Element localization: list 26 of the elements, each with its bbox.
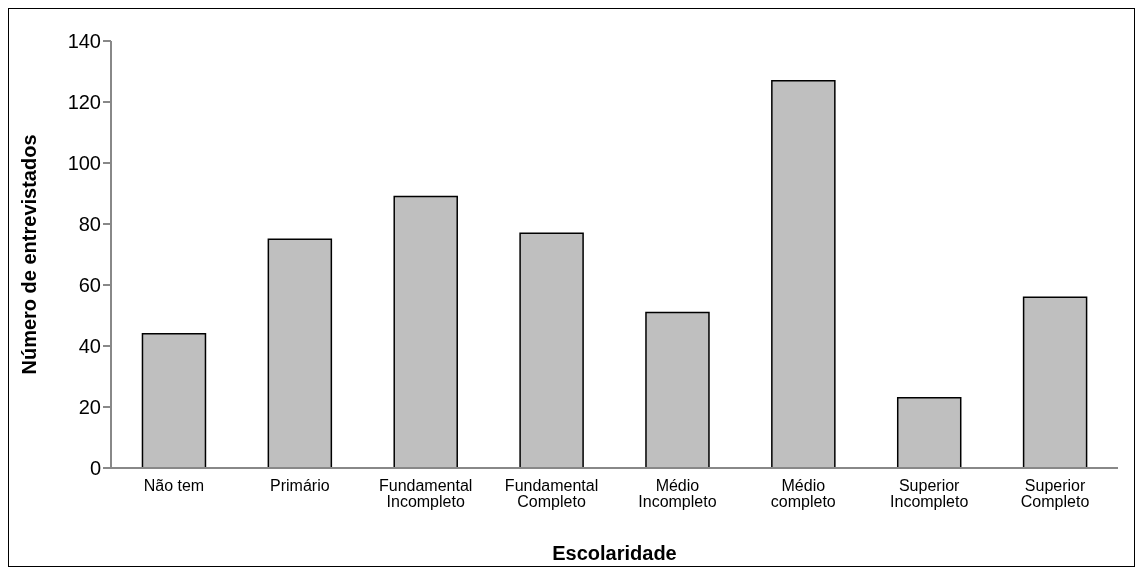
- bar: [645, 311, 710, 468]
- y-axis-title: Número de entrevistados: [18, 134, 41, 375]
- x-tick-label: Médio completo: [770, 477, 836, 511]
- x-tick-label: Fundamental Incompleto: [378, 477, 473, 511]
- y-tick-label: 140: [67, 30, 101, 53]
- y-tick-label: 100: [67, 152, 101, 175]
- x-tick-label: Primário: [270, 477, 330, 495]
- y-tick-label: 80: [78, 213, 101, 236]
- y-tick-label: 120: [67, 91, 101, 114]
- x-axis-title: Escolaridade: [552, 542, 677, 564]
- y-tick-label: 40: [78, 335, 101, 358]
- y-tick-label: 60: [78, 274, 101, 297]
- x-tick-label: Não tem: [143, 477, 205, 495]
- x-tick-label: Médio Incompleto: [638, 477, 717, 511]
- bar: [1022, 296, 1088, 468]
- bar: [267, 238, 333, 468]
- bar: [141, 333, 207, 468]
- y-tick-label: 0: [89, 457, 101, 480]
- x-tick-label: Superior Completo: [1020, 477, 1090, 511]
- y-tick-label: 20: [78, 396, 101, 419]
- bar: [771, 79, 836, 468]
- bar: [896, 397, 962, 468]
- x-tick-label: Fundamental Completo: [504, 477, 599, 511]
- bar: [519, 232, 584, 468]
- x-tick-label: Superior Incompleto: [890, 477, 969, 511]
- bar: [393, 195, 458, 468]
